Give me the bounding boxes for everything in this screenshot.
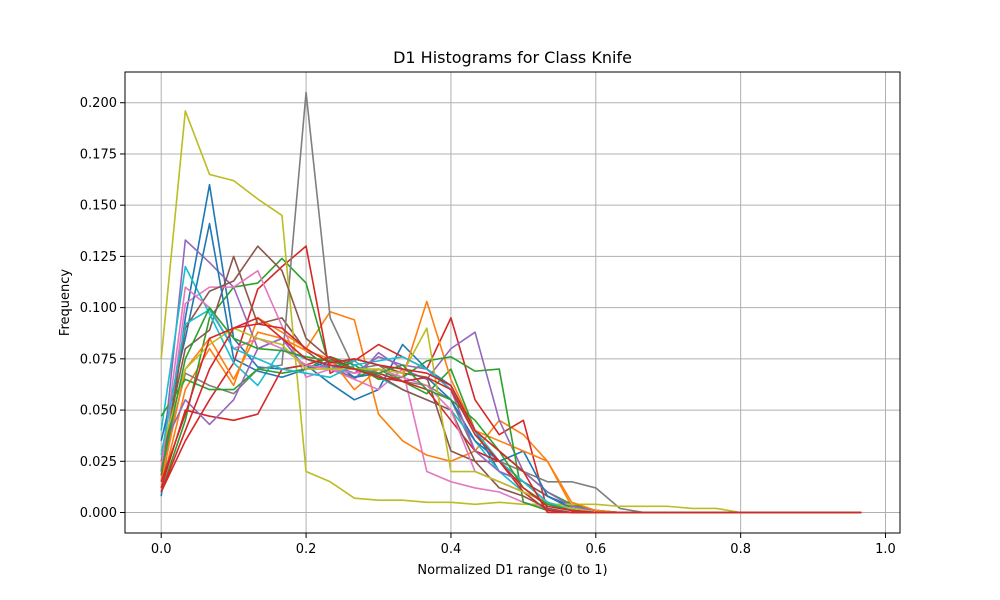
axes-frame — [124, 71, 901, 534]
y-axis-ticks: 0.000 0.025 0.050 0.075 0.100 0.125 0.150 0.175… — [80, 96, 125, 521]
y-axis-label: Frequency — [58, 269, 73, 336]
x-tick-label: 0.4 — [441, 542, 462, 557]
y-tick-label: 0.025 — [80, 455, 117, 470]
chart-title: D1 Histograms for Class Knife — [393, 48, 632, 67]
y-tick-label: 0.100 — [80, 301, 117, 316]
grid-lines — [125, 72, 900, 533]
y-tick-label: 0.050 — [80, 404, 117, 419]
y-tick-label: 0.000 — [80, 506, 117, 521]
x-tick-label: 1.0 — [875, 542, 896, 557]
x-tick-label: 0.0 — [151, 542, 172, 557]
y-tick-label: 0.150 — [80, 199, 117, 214]
y-tick-label: 0.075 — [80, 352, 117, 367]
series-layer — [160, 91, 862, 514]
y-tick-label: 0.175 — [80, 147, 117, 162]
x-tick-label: 0.6 — [585, 542, 606, 557]
y-tick-label: 0.125 — [80, 250, 117, 265]
x-tick-label: 0.8 — [730, 542, 751, 557]
x-axis-label: Normalized D1 range (0 to 1) — [417, 563, 607, 578]
x-axis-ticks: 0.0 0.2 0.4 0.6 0.8 1.0 — [151, 533, 896, 557]
y-tick-label: 0.200 — [80, 96, 117, 111]
x-tick-label: 0.2 — [296, 542, 317, 557]
series-line — [160, 323, 862, 514]
